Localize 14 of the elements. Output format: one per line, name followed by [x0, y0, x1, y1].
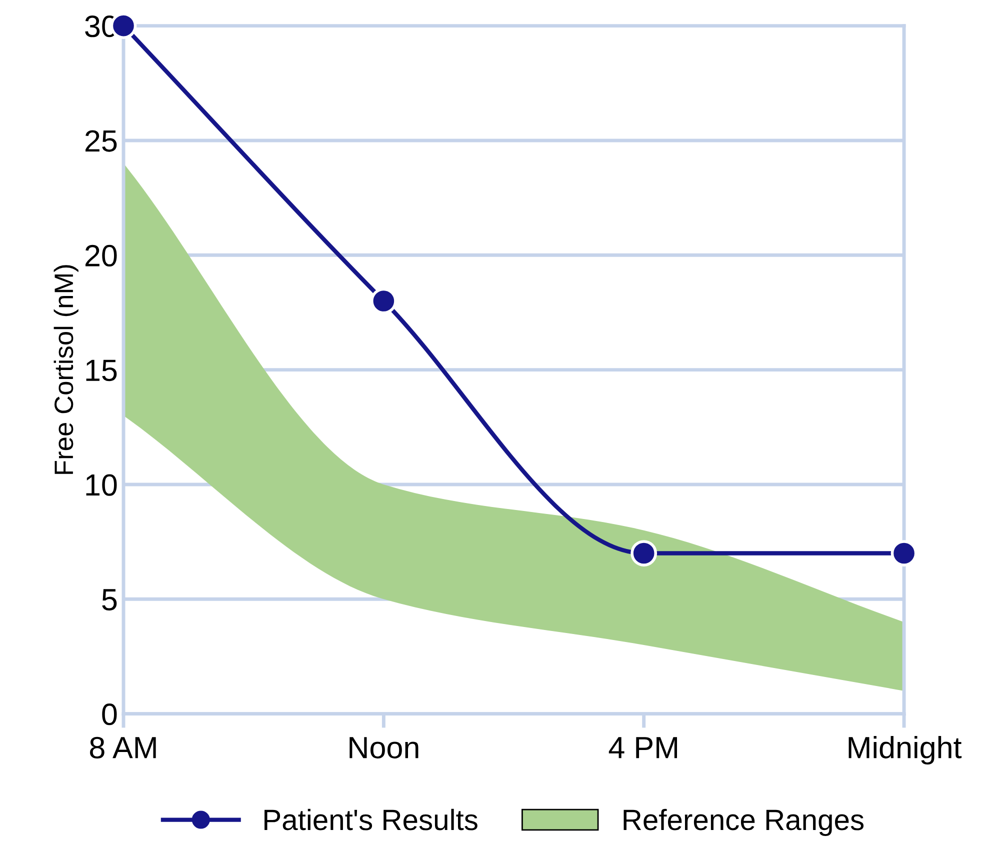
x-tick-label: 8 AM: [90, 736, 156, 758]
x-tick-label: Noon: [350, 737, 418, 758]
y-axis-title: Free Cortisol (nM): [54, 265, 78, 474]
y-tick-label: 25: [86, 130, 117, 152]
y-tick-label: 15: [86, 360, 117, 382]
legend-label: Reference Ranges: [624, 808, 864, 836]
y-tick-label: 10: [86, 474, 117, 496]
y-tick-label: 20: [86, 244, 117, 267]
y-tick-label: 5: [102, 589, 117, 611]
x-tick-label: 4 PM: [608, 737, 677, 758]
legend-label: Patient's Results: [264, 808, 478, 830]
y-tick-label: 0: [102, 704, 117, 726]
x-tick-label: Midnight: [848, 736, 962, 765]
point: [630, 540, 658, 566]
